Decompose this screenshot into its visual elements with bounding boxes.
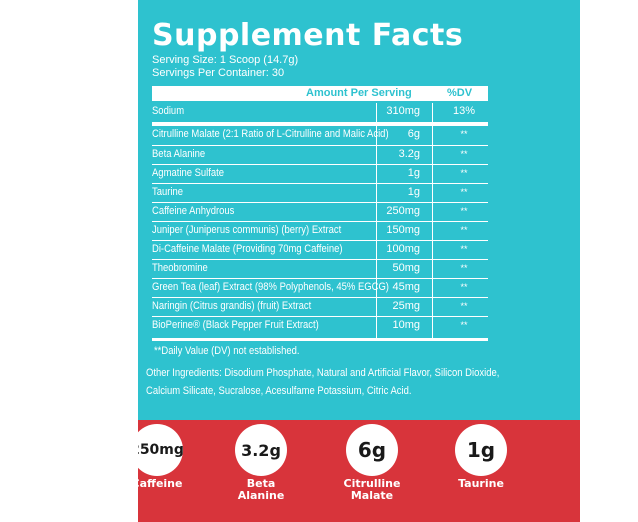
table-row: Taurine 1g ** xyxy=(152,183,488,201)
column-divider xyxy=(432,103,433,338)
highlight-value: 3.2g xyxy=(241,440,281,460)
supplement-facts-panel: Supplement Facts Serving Size: 1 Scoop (… xyxy=(138,0,580,522)
table-row: Juniper (Juniperus communis) (berry) Ext… xyxy=(152,221,488,239)
nutrient-dv: ** xyxy=(460,225,468,235)
highlight-badge: 250mg xyxy=(138,424,184,476)
highlight-label: Beta Alanine xyxy=(237,477,285,502)
table-row: Theobromine 50mg ** xyxy=(152,259,488,277)
nutrient-amount: 6g xyxy=(407,128,420,140)
nutrient-name: BioPerine® (Black Pepper Fruit Extract) xyxy=(152,319,319,331)
nutrient-dv: ** xyxy=(460,301,468,311)
nutrient-name: Green Tea (leaf) Extract (98% Polyphenol… xyxy=(152,281,389,293)
header-amount: Amount Per Serving xyxy=(306,87,412,99)
nutrient-amount: 10mg xyxy=(392,319,420,331)
table-row: Agmatine Sulfate 1g ** xyxy=(152,164,488,182)
nutrient-name: Juniper (Juniperus communis) (berry) Ext… xyxy=(152,224,342,236)
servings-per-container: Servings Per Container: 30 xyxy=(152,67,285,79)
highlight-badge: 6g xyxy=(346,424,398,476)
table-bottom-rule xyxy=(152,338,488,341)
nutrient-name: Taurine xyxy=(152,186,184,198)
nutrient-amount: 1g xyxy=(407,186,420,198)
highlight-badge: 3.2g xyxy=(235,424,287,476)
table-row: Caffeine Anhydrous 250mg ** xyxy=(152,202,488,220)
highlight-label: Citrulline Malate xyxy=(343,477,401,502)
nutrient-dv: ** xyxy=(460,244,468,254)
nutrient-dv: ** xyxy=(460,206,468,216)
nutrient-dv: ** xyxy=(460,263,468,273)
nutrient-amount: 3.2g xyxy=(398,148,420,160)
nutrient-dv: ** xyxy=(460,168,468,178)
nutrient-amount: 310mg xyxy=(386,105,420,117)
nutrient-name: Beta Alanine xyxy=(152,148,206,160)
table-row: Sodium 310mg 13% xyxy=(152,103,488,120)
nutrient-dv: ** xyxy=(460,187,468,197)
table-header-bar xyxy=(152,86,488,101)
nutrient-dv: ** xyxy=(460,149,468,159)
nutrient-dv: 13% xyxy=(452,105,476,117)
nutrient-name: Citrulline Malate (2:1 Ratio of L-Citrul… xyxy=(152,128,389,140)
table-row: Di-Caffeine Malate (Providing 70mg Caffe… xyxy=(152,240,488,258)
table-row: Citrulline Malate (2:1 Ratio of L-Citrul… xyxy=(152,122,488,143)
nutrient-name: Theobromine xyxy=(152,262,208,274)
nutrient-amount: 250mg xyxy=(386,205,420,217)
table-row: BioPerine® (Black Pepper Fruit Extract) … xyxy=(152,316,488,334)
header-dv: %DV xyxy=(447,87,473,99)
dv-footnote: **Daily Value (DV) not established. xyxy=(154,345,300,357)
nutrient-amount: 50mg xyxy=(392,262,420,274)
nutrient-amount: 45mg xyxy=(392,281,420,293)
highlight-label: Caffeine xyxy=(138,477,183,490)
nutrient-amount: 1g xyxy=(407,167,420,179)
nutrient-name: Naringin (Citrus grandis) (fruit) Extrac… xyxy=(152,300,312,312)
other-ingredients-line: Calcium Silicate, Sucralose, Acesulfame … xyxy=(146,385,412,397)
nutrient-amount: 100mg xyxy=(386,243,420,255)
nutrient-dv: ** xyxy=(460,129,468,139)
highlight-value: 250mg xyxy=(138,442,184,458)
nutrient-dv: ** xyxy=(460,320,468,330)
column-divider xyxy=(376,103,377,338)
nutrient-name: Di-Caffeine Malate (Providing 70mg Caffe… xyxy=(152,243,343,255)
nutrient-amount: 150mg xyxy=(386,224,420,236)
highlight-label: Taurine xyxy=(458,477,504,490)
highlight-badge: 1g xyxy=(455,424,507,476)
table-row: Green Tea (leaf) Extract (98% Polyphenol… xyxy=(152,278,488,296)
highlight-value: 6g xyxy=(357,438,387,462)
nutrient-name: Caffeine Anhydrous xyxy=(152,205,235,217)
panel-title: Supplement Facts xyxy=(152,18,464,53)
nutrient-amount: 25mg xyxy=(392,300,420,312)
nutrient-dv: ** xyxy=(460,282,468,292)
table-row: Naringin (Citrus grandis) (fruit) Extrac… xyxy=(152,297,488,315)
highlight-value: 1g xyxy=(466,438,496,462)
other-ingredients-line: Other Ingredients: Disodium Phosphate, N… xyxy=(146,367,500,379)
serving-size: Serving Size: 1 Scoop (14.7g) xyxy=(152,54,299,66)
nutrient-name: Agmatine Sulfate xyxy=(152,167,225,179)
nutrient-name: Sodium xyxy=(152,105,185,117)
table-row: Beta Alanine 3.2g ** xyxy=(152,145,488,163)
